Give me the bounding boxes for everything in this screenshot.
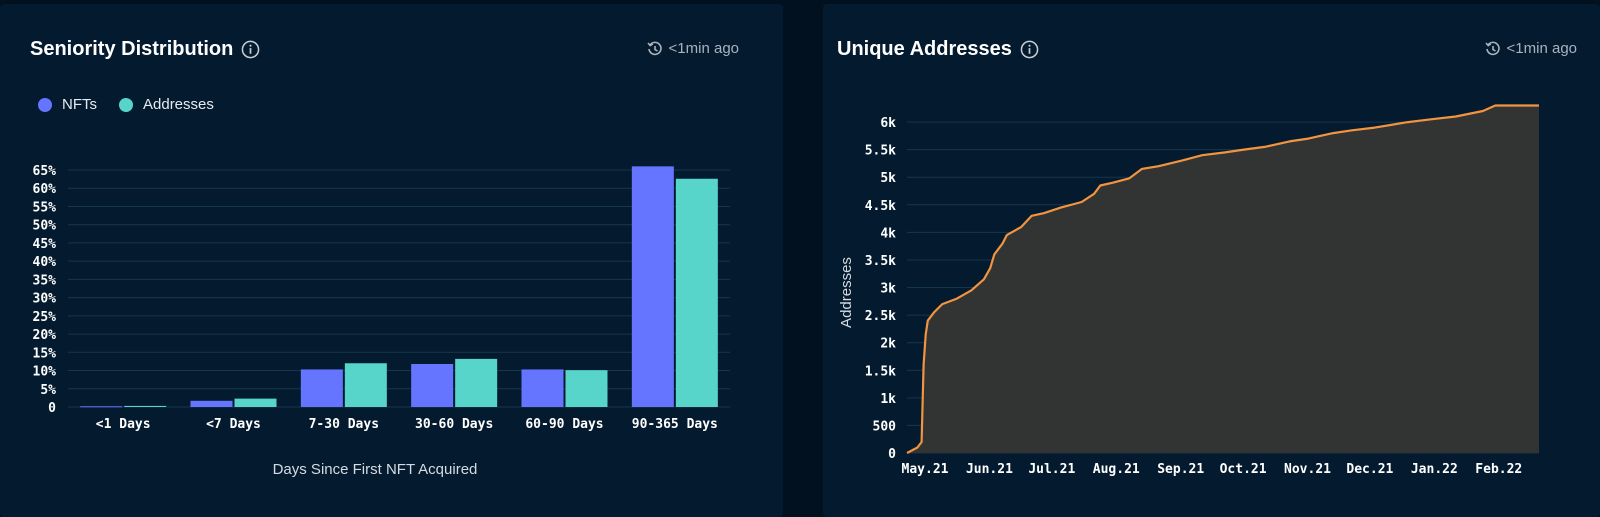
y-tick-label: 60% (33, 182, 57, 197)
unique-addresses-title-text: Unique Addresses (837, 38, 1012, 60)
y-tick-label: 1.5k (865, 364, 896, 379)
unique-addresses-panel: Unique Addresses <1min ago 0 500 1k 1.5k 2k 2… (823, 4, 1600, 517)
x-tick-label: Jun.21 (966, 462, 1013, 477)
series-line (906, 104, 1539, 454)
legend-label-addresses: Addresses (143, 96, 214, 113)
y-tick-label: 0 (48, 401, 56, 416)
y-tick-label: 0 (888, 447, 896, 462)
x-tick-label: Nov.21 (1284, 462, 1331, 477)
refresh-clock-icon (646, 41, 662, 55)
unique-addresses-area-chart: 0 500 1k 1.5k 2k 2.5k 3k 3.5k 4k 4.5k 5k 5.5k 6k May.… (838, 104, 1539, 477)
x-tick-label: Dec.21 (1346, 462, 1393, 477)
x-tick-label: Oct.21 (1220, 462, 1267, 477)
y-tick-label: 5.5k (865, 144, 896, 159)
x-tick-label: Feb.22 (1475, 462, 1522, 477)
x-tick-label: Aug.21 (1093, 462, 1140, 477)
bar-addresses (124, 405, 167, 407)
y-tick-label: 500 (873, 419, 897, 434)
y-tick-label: 6k (880, 116, 896, 131)
legend-dot-nfts (38, 97, 52, 112)
last-updated: <1min ago (646, 40, 739, 57)
y-tick-label: 35% (33, 273, 57, 288)
legend-label-nfts: NFTs (62, 96, 97, 113)
y-tick-label: 15% (33, 346, 57, 361)
y-tick-label: 55% (33, 200, 57, 215)
y-tick-label: 25% (33, 310, 57, 325)
bar-addresses (675, 178, 718, 407)
last-updated: <1min ago (1484, 40, 1577, 57)
last-updated-text: <1min ago (668, 40, 739, 57)
refresh-clock-icon (1484, 41, 1500, 55)
seniority-bar-chart: 0 5% 10% 15% 20% 25% 30% 35% 40% 45% 50% 55% 60% 65% <… (33, 164, 730, 478)
bar-nfts (631, 166, 674, 407)
x-tick-label: <1 Days (96, 417, 151, 432)
y-tick-label: 2k (880, 337, 896, 352)
bar-nfts (190, 400, 233, 407)
y-tick-label: 65% (33, 164, 57, 179)
y-tick-label: 5% (40, 383, 56, 398)
bar-nfts (411, 363, 454, 407)
bar-nfts (80, 406, 123, 408)
y-tick-label: 50% (33, 219, 57, 234)
x-tick-label: Sep.21 (1157, 462, 1204, 477)
x-tick-label: Jan.22 (1411, 462, 1458, 477)
bar-addresses (455, 358, 498, 407)
y-axis-label: Addresses (838, 257, 855, 328)
y-tick-label: 3k (880, 282, 896, 297)
y-tick-label: 40% (33, 255, 57, 270)
info-icon[interactable] (241, 40, 260, 59)
last-updated-text: <1min ago (1506, 40, 1577, 57)
bar-nfts (300, 369, 343, 407)
y-tick-label: 4.5k (865, 199, 896, 214)
info-icon[interactable] (1020, 40, 1039, 59)
x-tick-label: 60-90 Days (525, 417, 603, 432)
seniority-distribution-panel: Seniority Distribution <1min ago NFTs Ad… (0, 4, 783, 517)
unique-addresses-title: Unique Addresses (837, 38, 1039, 61)
y-tick-label: 10% (33, 365, 57, 380)
y-tick-label: 45% (33, 237, 57, 252)
x-tick-label: <7 Days (206, 417, 261, 432)
legend-dot-addresses (119, 97, 133, 112)
y-tick-label: 4k (880, 226, 896, 241)
y-tick-label: 1k (880, 392, 896, 407)
legend-item-addresses[interactable]: Addresses (119, 96, 214, 113)
y-tick-label: 3.5k (865, 254, 896, 269)
legend-item-nfts[interactable]: NFTs (38, 96, 97, 113)
y-tick-label: 5k (880, 171, 896, 186)
bar-addresses (234, 398, 277, 407)
bar-addresses (565, 370, 608, 407)
x-tick-label: May.21 (902, 462, 949, 477)
area-fill (907, 105, 1539, 453)
y-tick-label: 30% (33, 292, 57, 307)
bar-addresses (344, 363, 387, 407)
y-tick-label: 2.5k (865, 309, 896, 324)
x-tick-label: 90-365 Days (632, 417, 718, 432)
legend: NFTs Addresses (38, 96, 236, 113)
seniority-title-text: Seniority Distribution (30, 38, 234, 60)
x-tick-label: 30-60 Days (415, 417, 493, 432)
x-axis-label: Days Since First NFT Acquired (273, 461, 478, 478)
bar-nfts (521, 369, 564, 407)
seniority-title: Seniority Distribution (30, 38, 260, 61)
y-tick-label: 20% (33, 328, 57, 343)
x-tick-label: Jul.21 (1028, 462, 1075, 477)
x-tick-label: 7-30 Days (309, 417, 379, 432)
